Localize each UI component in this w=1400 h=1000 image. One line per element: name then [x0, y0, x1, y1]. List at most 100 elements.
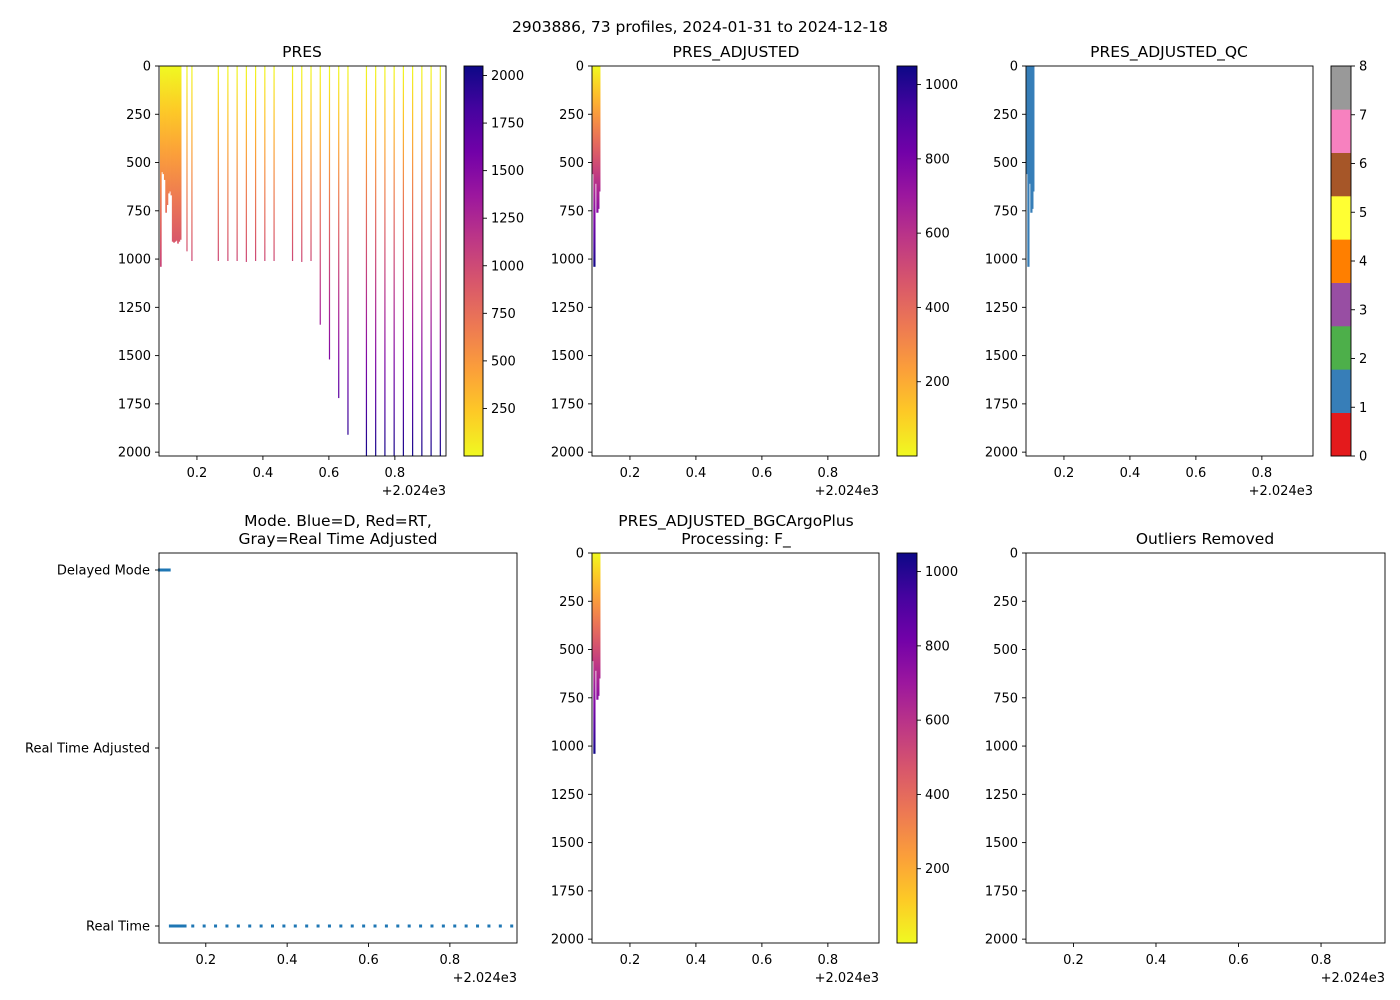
bgc-xtick-label-2: 0.6 — [752, 953, 773, 968]
pres-dense-profile-9 — [171, 66, 174, 242]
panel-pres-adjusted-colorbar: 200 400 600 800 1000 — [896, 65, 958, 457]
pres-dense-profile-0 — [159, 66, 162, 267]
adj-profile-profile-6 — [598, 66, 601, 192]
pres-dense-profile-12 — [175, 66, 178, 241]
qc-ytick-label-7: 1750 — [985, 397, 1018, 412]
out-ytick-label-3: 750 — [993, 691, 1018, 706]
mode-realtime-point-1 — [170, 924, 174, 928]
panel-mode-plot: Delayed Mode Real Time Adjusted Real Time 0… — [25, 552, 518, 986]
pres-ytick-label-7: 1750 — [118, 397, 151, 412]
mode-ytick-label-0: Delayed Mode — [57, 564, 150, 579]
out-xtick-label-0: 0.2 — [1063, 953, 1084, 968]
bgc-axes-frame — [591, 552, 880, 944]
adj-xtick-label-3: 0.8 — [818, 466, 839, 481]
adj-ytick-label-3: 750 — [559, 204, 584, 219]
pres-cbar-tick-label-4: 1250 — [491, 212, 524, 227]
mode-realtime-point-22 — [327, 924, 331, 928]
pres-cbar-tick-label-5: 1500 — [491, 164, 524, 179]
adj-xtick-label-1: 0.4 — [686, 466, 707, 481]
panel-pres-adjusted-title: PRES_ADJUSTED — [673, 43, 800, 62]
adj-cbar-tick-label-3: 800 — [925, 152, 950, 167]
mode-ytick-label-1: Real Time Adjusted — [25, 742, 150, 757]
pres-dense-profile-5 — [166, 66, 169, 206]
bgc-ytick-label-6: 1500 — [551, 836, 584, 851]
qc-cbar-segment-2 — [1331, 326, 1351, 370]
mode-realtime-point-20 — [305, 924, 309, 928]
mode-realtime-point-33 — [453, 924, 457, 928]
mode-realtime-point-19 — [293, 924, 297, 928]
pres-sparse-profile-16 — [365, 66, 368, 456]
mode-realtime-point-6 — [178, 924, 182, 928]
mode-axes-frame — [158, 552, 518, 944]
pres-dense-profile-3 — [163, 66, 166, 180]
qc-cbar-tick-label-0: 0 — [1359, 450, 1367, 465]
qc-ytick-label-4: 1000 — [985, 253, 1018, 268]
mode-realtime-point-38 — [510, 924, 514, 928]
mode-realtime-point-4 — [175, 924, 179, 928]
pres-cbar-tick-label-7: 2000 — [491, 69, 524, 84]
qc-cbar-segment-4 — [1331, 239, 1351, 283]
pres-sparse-profile-21 — [412, 66, 414, 456]
out-x-offset-label: +2.024e3 — [1321, 971, 1385, 986]
pres-ytick-label-8: 2000 — [118, 446, 151, 461]
bgc-profile-profile-6 — [598, 553, 601, 679]
adj-cbar-tick-label-4: 1000 — [925, 78, 958, 93]
pres-dense-profile-6 — [167, 66, 170, 194]
qc-cbar-tick-label-1: 1 — [1359, 401, 1367, 416]
qc-cbar-tick-label-5: 5 — [1359, 206, 1367, 221]
pres-sparse-profile-20 — [402, 66, 404, 456]
pres-sparse-profile-17 — [375, 66, 377, 456]
adj-ytick-label-6: 1500 — [551, 349, 584, 364]
bgc-cbar-tick-label-0: 200 — [925, 862, 950, 877]
pres-sparse-profile-12 — [319, 66, 321, 325]
pres-sparse-profile-15 — [347, 66, 349, 435]
adj-xtick-label-0: 0.2 — [620, 466, 641, 481]
bgc-ytick-label-5: 1250 — [551, 788, 584, 803]
pres-sparse-profile-23 — [430, 66, 432, 456]
out-ytick-label-4: 1000 — [985, 740, 1018, 755]
qc-xtick-label-3: 0.8 — [1252, 466, 1273, 481]
adj-ytick-label-4: 1000 — [551, 253, 584, 268]
qc-cbar-tick-label-7: 7 — [1359, 108, 1367, 123]
pres-sparse-profile-14 — [338, 66, 340, 399]
mode-realtime-point-29 — [407, 924, 411, 928]
qc-cbar-tick-label-3: 3 — [1359, 303, 1367, 318]
out-ytick-label-6: 1500 — [985, 836, 1018, 851]
qc-axes-frame — [1025, 65, 1314, 457]
pres-dense-profile-13 — [177, 66, 179, 244]
adj-xtick-label-2: 0.6 — [752, 466, 773, 481]
qc-cbar-segment-0 — [1331, 412, 1351, 457]
pres-axes-frame — [158, 65, 447, 457]
panel-pres-adjusted-qc-title: PRES_ADJUSTED_QC — [1090, 43, 1248, 62]
mode-realtime-point-2 — [172, 924, 176, 928]
out-ytick-label-5: 1250 — [985, 788, 1018, 803]
pres-dense-profile-10 — [173, 66, 175, 243]
bgc-ytick-label-2: 500 — [559, 643, 584, 658]
qc-cbar-segment-6 — [1331, 152, 1351, 197]
bgc-ytick-label-0: 0 — [576, 547, 584, 562]
pres-sparse-profile-13 — [328, 66, 331, 360]
panel-pres-adjusted: PRES_ADJUSTED 0 250 500 750 1000 1250 1500 1750… — [551, 43, 958, 499]
out-ytick-label-8: 2000 — [985, 933, 1018, 948]
pres-sparse-profile-0 — [186, 66, 188, 252]
panel-mode: Mode. Blue=D, Red=RT, Gray=Real Time Adj… — [25, 512, 518, 986]
pres-cbar-tick-label-1: 500 — [491, 354, 516, 369]
qc-ytick-label-2: 500 — [993, 156, 1018, 171]
pres-sparse-profile-8 — [273, 66, 275, 261]
mode-xtick-label-3: 0.8 — [440, 953, 461, 968]
bgc-ytick-label-4: 1000 — [551, 740, 584, 755]
bgc-cbar-fill — [897, 553, 917, 943]
adj-ytick-label-2: 500 — [559, 156, 584, 171]
bgc-ytick-label-3: 750 — [559, 691, 584, 706]
mode-realtime-point-34 — [464, 924, 468, 928]
mode-x-offset-label: +2.024e3 — [453, 971, 517, 986]
qc-ytick-label-6: 1500 — [985, 349, 1018, 364]
panel-outliers-plot: 0 250 500 750 1000 1250 1500 1750 2000 0.2 0.4 0.6 0… — [985, 547, 1386, 986]
mode-realtime-point-12 — [214, 924, 218, 928]
pres-cbar-tick-label-0: 250 — [491, 402, 516, 417]
mode-realtime-point-35 — [476, 924, 480, 928]
adj-cbar-tick-label-2: 600 — [925, 227, 950, 242]
panel-outliers: Outliers Removed 0 250 500 750 1000 1250 1500 1… — [985, 530, 1386, 986]
